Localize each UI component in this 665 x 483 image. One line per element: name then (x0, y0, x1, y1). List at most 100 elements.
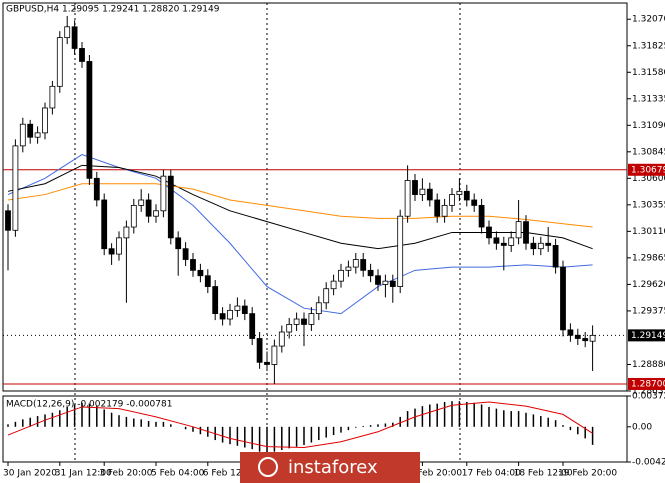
candle-body (123, 226, 130, 239)
candle-body (560, 266, 566, 331)
watermark-text: instaforex (288, 457, 378, 478)
candle-body (574, 334, 581, 339)
candle-body (456, 190, 463, 195)
candle-body (471, 199, 478, 206)
candle-body (567, 329, 574, 336)
candle-body (582, 338, 589, 342)
candle-body (486, 226, 492, 239)
candle-body (197, 269, 204, 277)
candle-body (108, 248, 115, 255)
watermark-logo (258, 457, 278, 477)
y-tick-label: 1.28635 (632, 387, 665, 397)
y-tick-label: 1.29865 (632, 253, 665, 263)
candle-body (190, 259, 196, 271)
candle-body (515, 221, 522, 239)
x-tick-label: 19 Feb 20:00 (558, 469, 617, 479)
candle-body (264, 361, 270, 365)
candle-body (249, 313, 256, 339)
candle-body (12, 145, 19, 231)
candle-body (338, 269, 344, 282)
y-tick-label: 1.30355 (632, 200, 665, 210)
y-tick-label: 1.30845 (632, 147, 665, 157)
candle-body (367, 269, 374, 277)
y-tick-label: 1.29620 (632, 280, 665, 290)
macd-tick-label: 0.00 (632, 422, 652, 432)
candle-body (234, 305, 241, 311)
x-tick-label: 30 Jan 2020 (3, 469, 57, 479)
candle-body (449, 194, 455, 206)
candle-body (175, 237, 182, 250)
level-label: 1.28700 (631, 379, 665, 389)
candle-body (330, 280, 337, 290)
candle-body (227, 309, 233, 320)
y-tick-label: 1.31580 (632, 68, 665, 78)
candle-body (167, 175, 174, 239)
candle-body (382, 280, 389, 285)
main-panel (2, 2, 628, 392)
header: GBPUSD,H4 1.29095 1.29241 1.28820 1.2914… (6, 5, 220, 15)
candle-body (412, 180, 418, 195)
x-tick-label: 18 Feb 12:00 (514, 469, 573, 479)
candle-body (116, 237, 122, 255)
candle-body (500, 242, 507, 246)
candle-body (545, 242, 552, 246)
candle-body (352, 259, 359, 268)
candle-body (182, 248, 189, 260)
candle-body (375, 275, 381, 285)
candle-body (160, 175, 167, 212)
candle-body (419, 188, 426, 195)
macd-tick-label: -0.004252 (632, 458, 665, 468)
candle-body (34, 132, 41, 138)
level-tag (628, 329, 665, 342)
candle-body (71, 26, 78, 49)
candle-body (204, 275, 211, 287)
x-tick-label: 31 Jan 12:00 (55, 469, 112, 479)
candle-body (360, 259, 367, 271)
candle-body (523, 221, 529, 244)
candle-body (426, 188, 433, 201)
y-tick-label: 1.30600 (632, 174, 665, 184)
candle-body (537, 242, 544, 250)
candle-body (256, 338, 263, 363)
y-tick-label: 1.30110 (632, 227, 665, 237)
candle-body (219, 313, 226, 320)
candle-body (271, 345, 278, 365)
candle-body (42, 107, 48, 134)
candle-body (530, 242, 537, 250)
candle-body (434, 199, 441, 217)
candle-body (93, 177, 100, 201)
candle-body (508, 237, 515, 246)
moving-average (7, 164, 593, 250)
level-label: 1.30679 (631, 165, 665, 175)
level-tag (628, 163, 665, 176)
watermark: instaforex (240, 452, 420, 483)
level-tag (628, 377, 665, 390)
candle-body (5, 210, 11, 231)
candle-body (323, 288, 330, 304)
macd-panel (2, 395, 628, 463)
y-tick-label: 1.29375 (632, 306, 665, 316)
candle-body (478, 204, 485, 228)
separators (74, 3, 461, 462)
candle-body (138, 199, 145, 206)
candle-body (145, 199, 152, 217)
y-tick-label: 1.28880 (632, 360, 665, 370)
candle-body (49, 85, 56, 109)
candle-body (315, 302, 322, 315)
x-tick-label: 6 Feb 12:00 (203, 469, 257, 479)
candle-body (389, 280, 396, 287)
candle-body (27, 123, 34, 138)
candle-body (130, 204, 137, 228)
candle-body (345, 266, 352, 271)
x-tick-label: 17 Feb 04:00 (462, 469, 521, 479)
candle-body (286, 324, 293, 333)
moving-average (7, 153, 593, 315)
y-tick-label: 1.32070 (632, 15, 665, 25)
candle-body (64, 26, 71, 39)
moving-average (7, 183, 593, 228)
y-tick-label: 1.31825 (632, 41, 665, 51)
candle-body (19, 123, 26, 147)
macd-signal (7, 401, 593, 449)
candle-body (463, 190, 470, 201)
candle-body (56, 37, 63, 87)
